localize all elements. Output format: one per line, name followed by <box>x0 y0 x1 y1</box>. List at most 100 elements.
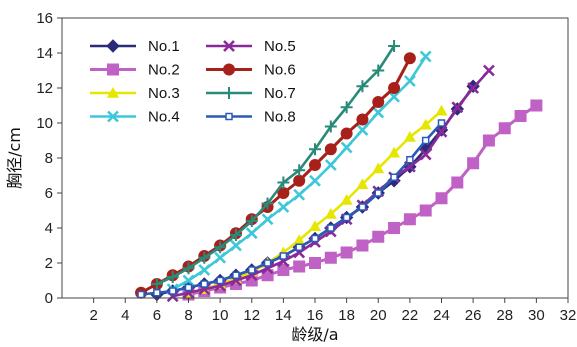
data-point-no8 <box>327 224 335 232</box>
data-point-no5 <box>451 101 464 114</box>
y-tick-label: 6 <box>45 185 53 202</box>
data-point-no8 <box>295 243 303 251</box>
data-point-no3 <box>403 131 416 142</box>
data-point-no3 <box>293 234 306 246</box>
data-point-no8 <box>184 283 193 292</box>
data-point-no8 <box>421 136 430 145</box>
legend-swatch-marker <box>223 87 235 99</box>
data-point-no6 <box>388 82 401 94</box>
y-tick-label: 4 <box>45 220 53 237</box>
data-point-no2 <box>435 192 448 205</box>
data-point-no7 <box>229 229 242 241</box>
data-point-no7 <box>388 40 401 52</box>
data-point-no2 <box>467 157 480 170</box>
series-layer <box>135 40 543 303</box>
x-axis-title: 龄级/a <box>291 325 338 344</box>
data-point-no8 <box>374 189 382 197</box>
data-point-no2 <box>530 99 543 112</box>
data-point-no3 <box>340 194 353 205</box>
data-point-no3 <box>372 162 385 174</box>
data-point-no2 <box>451 176 464 189</box>
legend-swatch-marker <box>106 39 120 53</box>
data-point-no2 <box>372 230 385 243</box>
x-tick-label: 14 <box>275 307 292 324</box>
data-point-no2 <box>356 239 369 252</box>
x-tick-label: 24 <box>433 307 450 324</box>
x-tick-label: 10 <box>212 307 229 324</box>
legend-label: No.6 <box>264 62 296 79</box>
legend-label: No.4 <box>148 109 180 126</box>
data-point-no8 <box>137 290 145 299</box>
data-point-no2 <box>482 134 495 147</box>
data-point-no5 <box>483 64 495 77</box>
legend-label: No.8 <box>264 109 296 126</box>
data-point-no2 <box>293 260 306 273</box>
data-point-no7 <box>150 278 163 290</box>
data-point-no8 <box>200 280 209 288</box>
data-point-no2 <box>324 251 337 264</box>
legend-label: No.1 <box>148 38 180 55</box>
data-point-no4 <box>293 188 306 201</box>
data-point-no4 <box>230 239 242 252</box>
data-point-no4 <box>214 251 227 264</box>
data-point-no8 <box>358 203 367 211</box>
y-tick-label: 0 <box>45 290 53 307</box>
data-point-no4 <box>419 50 432 63</box>
data-point-no7 <box>309 143 321 156</box>
legend-item-no1: No.1 <box>90 38 180 55</box>
data-point-no4 <box>403 75 416 87</box>
axes: 2 4 6 8 10 12 14 16 18 20 22 24 26 28 30 32024681012141… <box>36 10 576 324</box>
data-point-no3 <box>435 104 448 116</box>
legend-item-no5: No.5 <box>206 38 296 55</box>
data-point-no7 <box>372 64 385 77</box>
data-point-no8 <box>232 271 240 279</box>
data-point-no3 <box>356 178 369 190</box>
y-tick-label: 2 <box>45 255 53 272</box>
x-tick-label: 32 <box>560 307 577 324</box>
data-point-no4 <box>356 124 369 136</box>
data-point-no8 <box>248 266 256 274</box>
legend-item-no3: No.3 <box>90 85 180 102</box>
data-point-no8 <box>390 173 398 181</box>
legend-swatch-marker <box>107 63 119 76</box>
data-point-no4 <box>324 159 337 171</box>
x-tick-label: 16 <box>307 307 324 324</box>
data-point-no4 <box>245 227 258 240</box>
data-point-no7 <box>356 80 369 93</box>
x-tick-label: 18 <box>338 307 355 324</box>
y-tick-label: 14 <box>36 45 53 62</box>
data-point-no8 <box>311 234 319 243</box>
data-point-no7 <box>340 101 353 114</box>
data-point-no4 <box>340 141 353 154</box>
plot-frame <box>61 17 569 299</box>
data-point-no3 <box>388 146 401 158</box>
series-no8 <box>137 119 446 299</box>
data-point-no5 <box>467 82 480 94</box>
data-point-no6 <box>277 187 290 199</box>
x-tick-label: 30 <box>528 307 545 324</box>
data-point-no3 <box>324 208 337 219</box>
legend-swatch-marker <box>223 40 235 52</box>
x-tick-label: 8 <box>184 307 192 324</box>
data-point-no4 <box>309 174 321 187</box>
x-tick-label: 6 <box>153 307 161 324</box>
data-point-no8 <box>168 287 177 295</box>
data-point-no8 <box>279 252 288 260</box>
data-point-no7 <box>166 271 179 283</box>
data-point-no2 <box>498 122 511 135</box>
series-line-no7 <box>156 45 396 286</box>
legend-swatch-marker <box>223 63 235 76</box>
data-point-no6 <box>372 96 385 108</box>
data-point-no2 <box>388 222 401 234</box>
data-point-no4 <box>372 106 385 119</box>
y-tick-label: 10 <box>36 115 53 132</box>
legend-item-no2: No.2 <box>90 62 180 79</box>
data-point-no7 <box>293 164 306 177</box>
series-no5 <box>166 64 495 303</box>
data-point-no7 <box>182 262 195 275</box>
y-tick-label: 8 <box>45 150 53 167</box>
data-point-no3 <box>419 118 432 130</box>
data-point-no7 <box>324 120 337 133</box>
legend-item-no6: No.6 <box>206 62 296 79</box>
data-point-no6 <box>293 174 306 187</box>
